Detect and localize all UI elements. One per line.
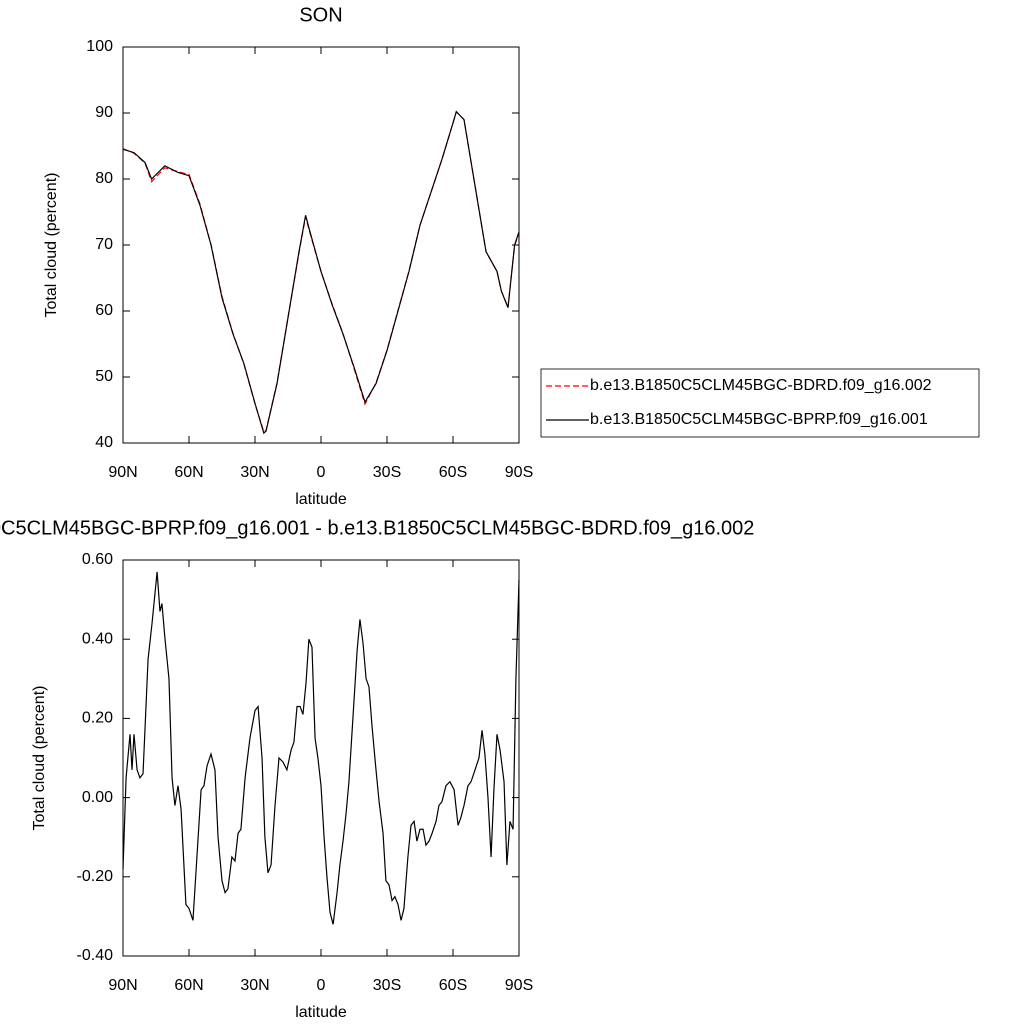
- data-line: [122, 110, 520, 435]
- x-tick-label: 90N: [108, 464, 137, 481]
- x-axis-label: latitude: [295, 1004, 347, 1021]
- y-tick-label: 60: [95, 302, 113, 319]
- y-tick-label: 70: [95, 236, 113, 253]
- y-tick-label: 100: [86, 38, 113, 55]
- legend-box: [540, 368, 980, 438]
- chart-title: SON: [299, 4, 342, 26]
- y-tick-label: 0.60: [82, 551, 113, 568]
- x-tick-label: 0: [317, 464, 326, 481]
- plot-frame: [122, 46, 520, 444]
- y-tick-label: 50: [95, 368, 113, 385]
- data-line: [122, 571, 520, 925]
- y-axis-label: Total cloud (percent): [43, 173, 60, 318]
- y-axis-label: Total cloud (percent): [31, 686, 48, 831]
- plot-frame: [122, 559, 520, 957]
- y-tick-label: 0.40: [82, 630, 113, 647]
- y-tick-label: 0.20: [82, 710, 113, 727]
- x-tick-label: 90N: [108, 977, 137, 994]
- legend: b.e13.B1850C5CLM45BGC-BDRD.f09_g16.002 b.…: [540, 368, 980, 438]
- x-tick-label: 90S: [505, 464, 533, 481]
- y-tick-label: 80: [95, 170, 113, 187]
- x-tick-label: 60N: [174, 977, 203, 994]
- x-axis-label: latitude: [295, 491, 347, 508]
- y-tick-label: 0.00: [82, 789, 113, 806]
- y-tick-label: -0.40: [77, 947, 114, 964]
- y-tick-label: -0.20: [77, 868, 114, 885]
- chart-title: b.e13.B1850C5CLM45BGC-BPRP.f09_g16.001 -…: [0, 517, 754, 539]
- legend-label: b.e13.B1850C5CLM45BGC-BPRP.f09_g16.001: [590, 411, 928, 428]
- x-tick-label: 90S: [505, 977, 533, 994]
- legend-label: b.e13.B1850C5CLM45BGC-BDRD.f09_g16.002: [590, 377, 932, 394]
- x-tick-label: 60N: [174, 464, 203, 481]
- x-tick-label: 0: [317, 977, 326, 994]
- x-tick-label: 60S: [439, 464, 467, 481]
- x-tick-label: 30S: [373, 464, 401, 481]
- x-tick-label: 30N: [240, 464, 269, 481]
- y-tick-label: 90: [95, 104, 113, 121]
- x-tick-label: 60S: [439, 977, 467, 994]
- x-tick-label: 30N: [240, 977, 269, 994]
- y-tick-label: 40: [95, 434, 113, 451]
- x-tick-label: 30S: [373, 977, 401, 994]
